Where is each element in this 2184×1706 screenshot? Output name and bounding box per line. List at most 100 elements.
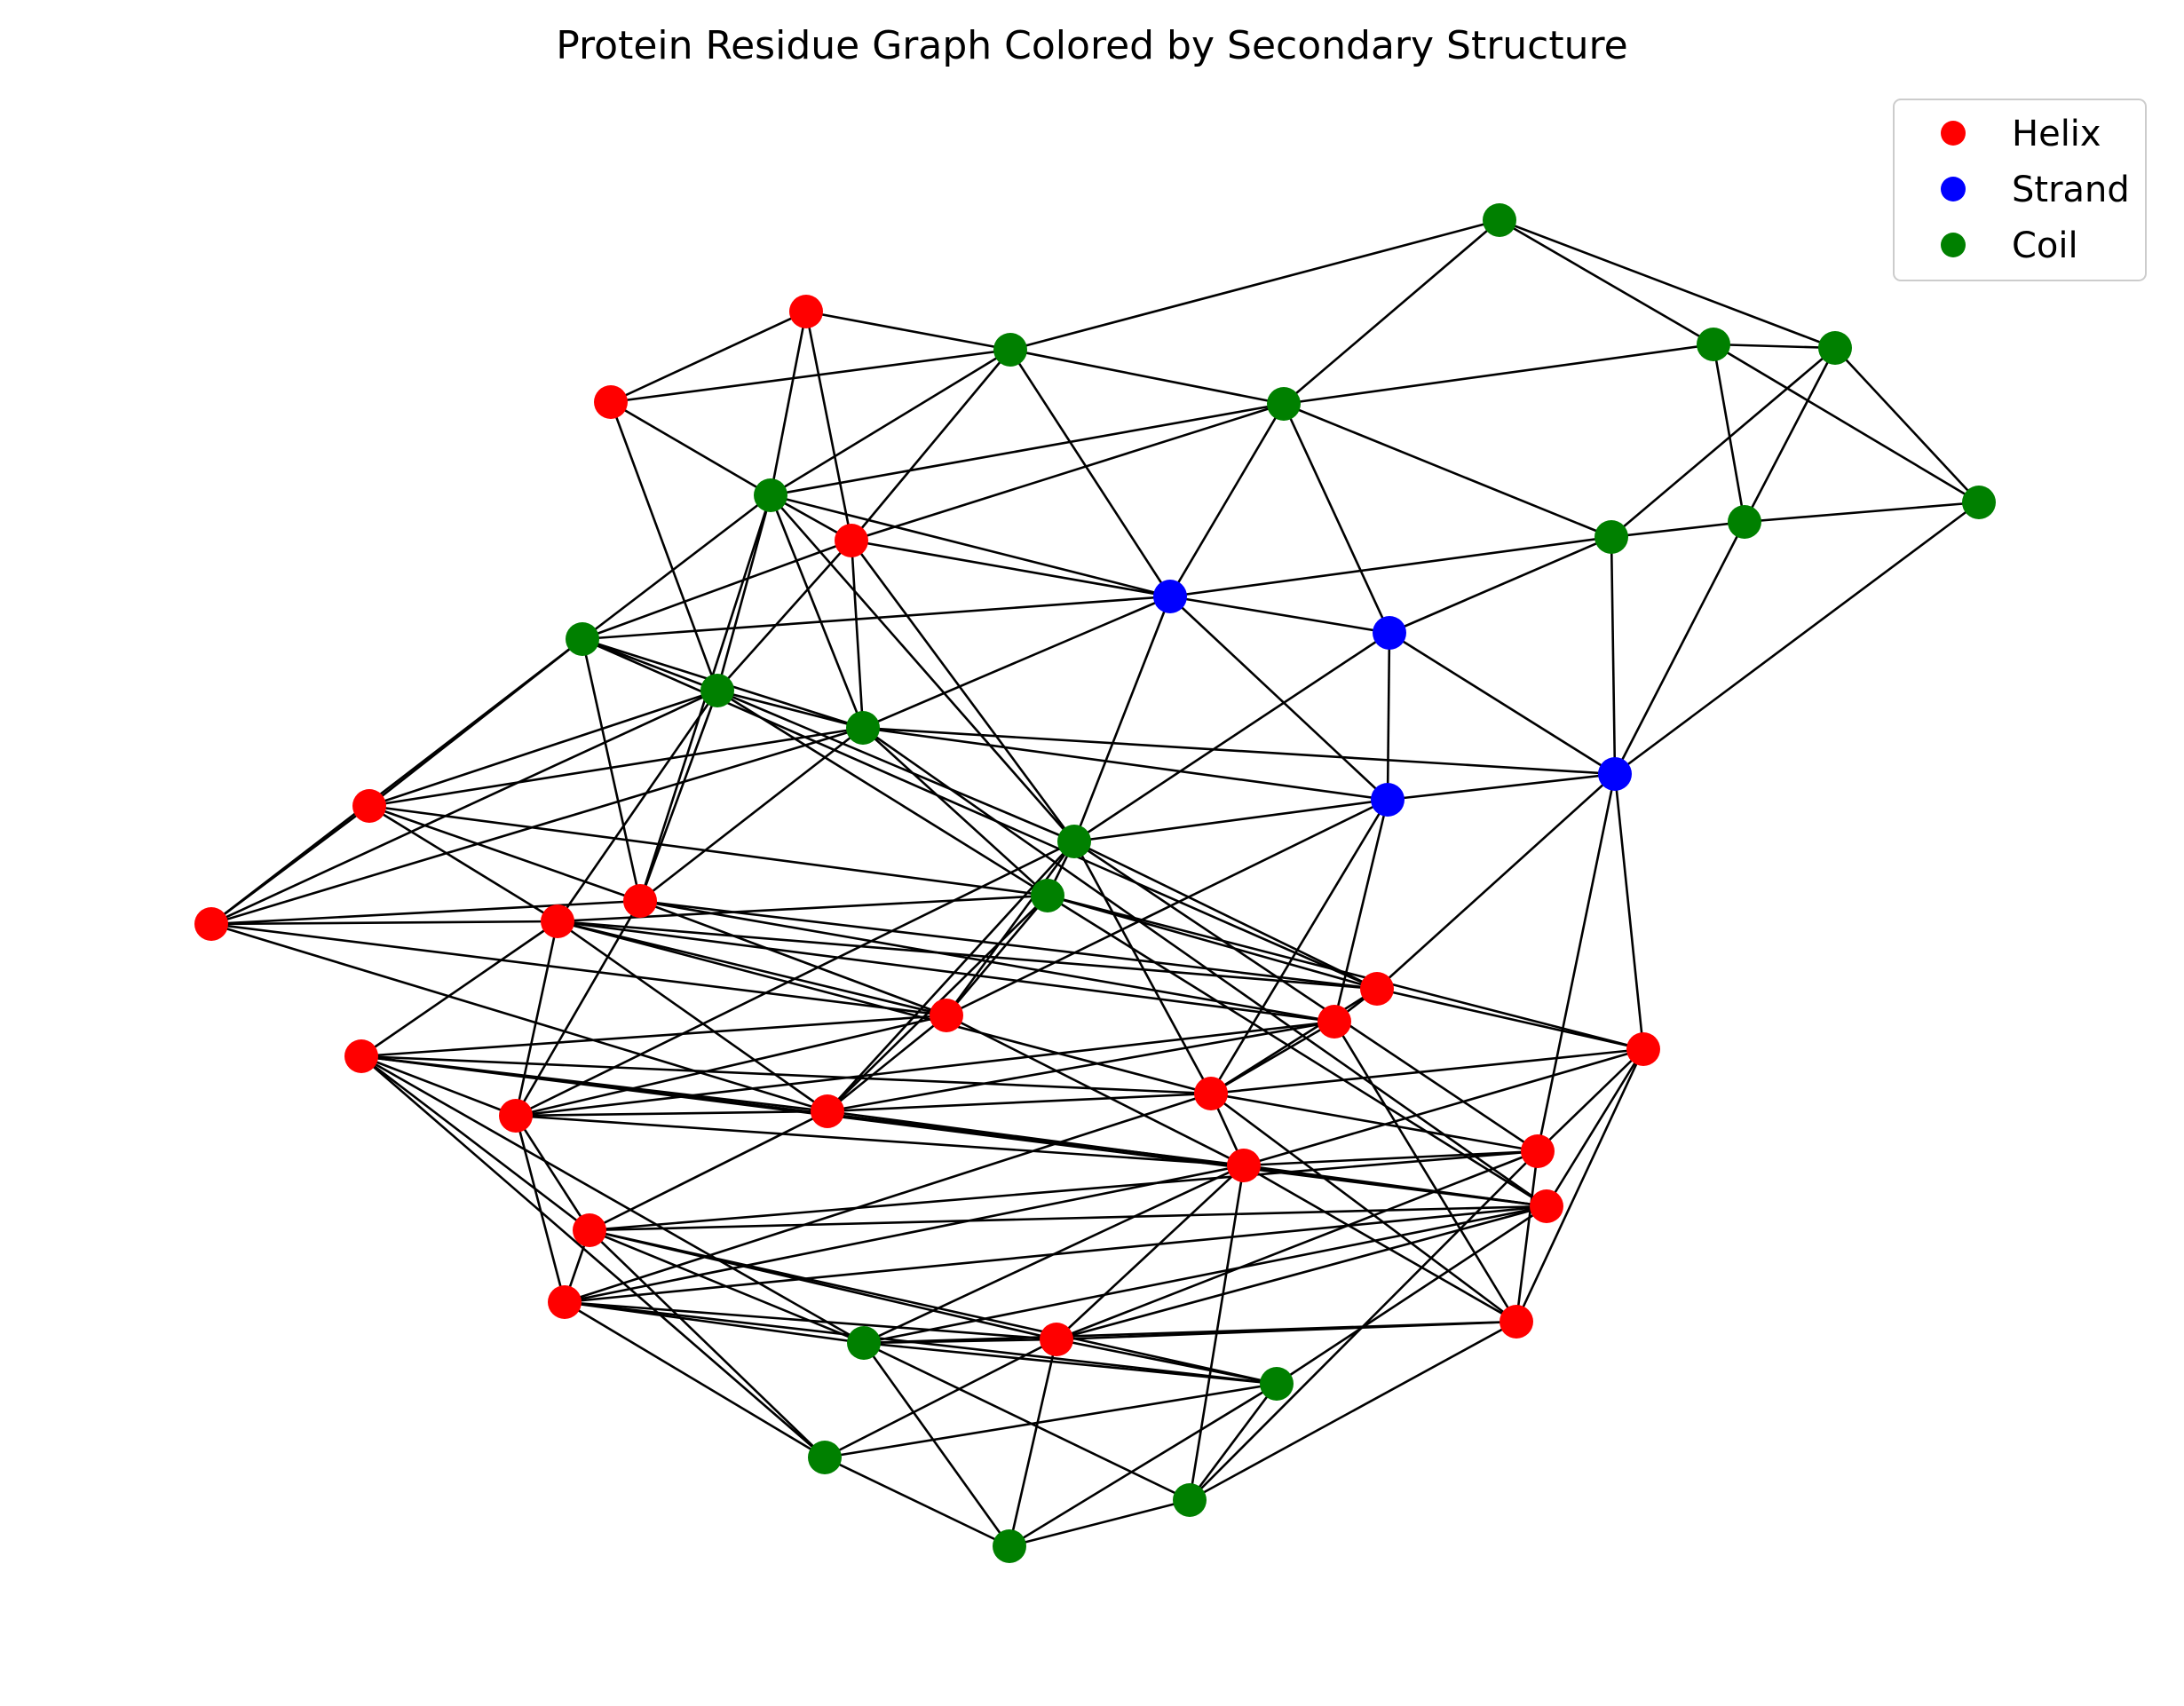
legend-label: Coil [2012, 225, 2078, 266]
graph-edge [1009, 348, 1285, 406]
graph-edge [1210, 1047, 1644, 1095]
graph-edge [1333, 1021, 1518, 1323]
graph-edge [360, 1014, 947, 1058]
graph-edge [368, 804, 1048, 897]
graph-edge [945, 841, 1076, 1016]
node-coil [566, 622, 599, 656]
node-helix [1227, 1149, 1261, 1182]
graph-edge [1056, 1204, 1547, 1341]
graph-edge [1613, 773, 1645, 1050]
graph-edge [804, 311, 853, 541]
graph-edge [582, 494, 772, 641]
graph-edge [210, 804, 370, 926]
graph-edge [368, 804, 558, 923]
node-strand [1598, 757, 1632, 791]
graph-edge [1243, 1149, 1539, 1167]
node-coil [1173, 1483, 1207, 1517]
node-coil [700, 674, 734, 707]
graph-edge [589, 1204, 1547, 1232]
graph-edge [514, 1115, 566, 1303]
graph-edge [1073, 631, 1390, 843]
graph-edge [827, 841, 1075, 1112]
graph-edge [360, 1054, 590, 1232]
node-helix [1530, 1189, 1563, 1223]
graph-edge [851, 402, 1285, 542]
graph-edge [770, 402, 1285, 497]
graph-edge [1047, 894, 1644, 1051]
graph-edge [850, 540, 865, 729]
graph-edge [862, 726, 1616, 776]
graph-edge [1009, 1498, 1191, 1548]
node-strand [1371, 783, 1405, 817]
graph-edge [639, 726, 864, 903]
graph-edge [360, 1054, 517, 1118]
graph-edge [1499, 218, 1714, 346]
graph-edge [610, 310, 807, 404]
node-helix [344, 1039, 378, 1073]
node-helix [1360, 972, 1394, 1006]
graph-edge [1243, 1047, 1644, 1167]
graph-edge [589, 1228, 1278, 1386]
graph-edge [1536, 773, 1617, 1152]
node-coil [1267, 387, 1301, 421]
graph-edge [770, 348, 1011, 497]
legend-label: Helix [2012, 114, 2101, 154]
graph-edge [1743, 347, 1837, 523]
node-helix [594, 385, 628, 419]
graph-edge [805, 310, 1011, 351]
graph-edge [1283, 219, 1500, 405]
legend-entry-helix: Helix [1941, 114, 2101, 154]
node-coil [754, 478, 787, 512]
node-coil [1031, 879, 1064, 912]
graph-edge [589, 1149, 1539, 1232]
graph-edge [1210, 987, 1378, 1095]
graph-edge [1009, 218, 1500, 351]
graph-edge [210, 689, 718, 926]
graph-edge [1499, 218, 1836, 350]
graph-edge [1243, 1164, 1547, 1208]
graph-edge [1613, 521, 1746, 775]
graph-edge [515, 1014, 947, 1118]
graph-edge [589, 1229, 826, 1458]
graph-edge [1389, 535, 1612, 635]
graph-edge [1537, 1048, 1644, 1152]
graph-edge [851, 539, 1171, 598]
graph-edge [1056, 1338, 1278, 1386]
graph-edge [1073, 840, 1539, 1153]
graph-edge [639, 899, 1378, 991]
legend: Helix Strand Coil [1893, 99, 2147, 281]
node-coil [1260, 1367, 1294, 1401]
graph-edge [1189, 1320, 1517, 1502]
graph-edge [946, 895, 1048, 1016]
graph-edge [360, 1054, 1547, 1208]
graph-edge [716, 689, 864, 730]
graph-edge [1056, 1149, 1539, 1341]
graph-edge [1008, 1339, 1058, 1547]
node-coil [808, 1441, 842, 1474]
graph-edge [863, 1338, 1057, 1345]
graph-edge [557, 920, 1212, 1095]
node-coil [993, 1529, 1026, 1563]
node-coil [847, 1326, 881, 1360]
node-layer [194, 203, 1996, 1563]
graph-edge [1169, 535, 1612, 598]
graph-edge [863, 1341, 1278, 1386]
node-helix [194, 907, 228, 941]
graph-edge [557, 920, 947, 1017]
graph-edge [360, 920, 558, 1058]
graph-edge [1614, 501, 1980, 776]
graph-edge [582, 539, 852, 641]
graph-edge [1009, 349, 1172, 597]
node-helix [499, 1099, 533, 1133]
graph-edge [716, 494, 772, 691]
node-strand [1153, 580, 1187, 613]
graph-edge [1389, 631, 1616, 776]
graph-edge [360, 1054, 1212, 1095]
legend-label: Strand [2012, 170, 2130, 210]
node-coil [846, 711, 880, 745]
node-coil [1057, 825, 1091, 858]
graph-edge [1282, 403, 1391, 634]
graph-edge [1712, 344, 1746, 523]
graph-edge [862, 727, 1048, 896]
